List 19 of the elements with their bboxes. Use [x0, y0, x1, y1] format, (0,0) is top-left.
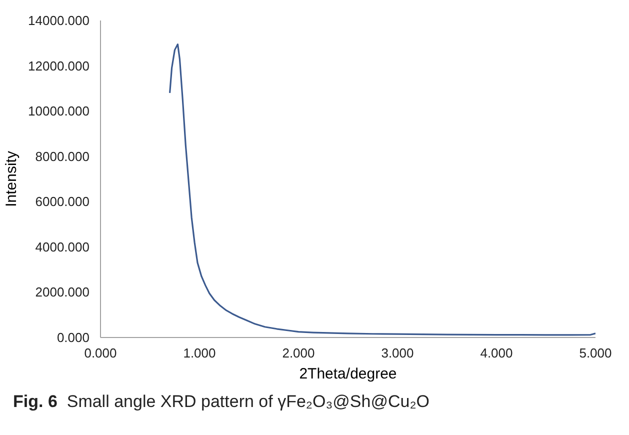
x-tick-label: 3.000: [381, 346, 414, 360]
x-tick-label: 4.000: [480, 346, 513, 360]
y-tick-label: 0.000: [56, 330, 90, 345]
y-tick-label: 14000.000: [28, 13, 90, 28]
x-axis-title: 2Theta/degree: [299, 366, 397, 382]
text: Small angle XRD pattern of γFe₂O₃@Sh@Cu₂O: [66, 392, 430, 411]
x-tick-label: 0.000: [84, 346, 117, 360]
y-axis-title: Intensity: [3, 150, 20, 207]
y-tick-label: 6000.000: [35, 194, 90, 210]
y-tick-label: 2000.000: [35, 284, 90, 300]
x-tick-label: 5.000: [579, 346, 612, 360]
line-series: [169, 43, 596, 336]
y-tick-label: 4000.000: [35, 239, 90, 254]
y-tick-label: 10000.000: [28, 104, 90, 119]
x-tick-label: 2.000: [282, 346, 315, 360]
caption: Fig. 6: [13, 392, 58, 411]
x-tick-label: 1.000: [183, 346, 216, 360]
y-tick-label: 8000.000: [35, 148, 90, 164]
y-tick-label: 12000.000: [28, 58, 90, 74]
